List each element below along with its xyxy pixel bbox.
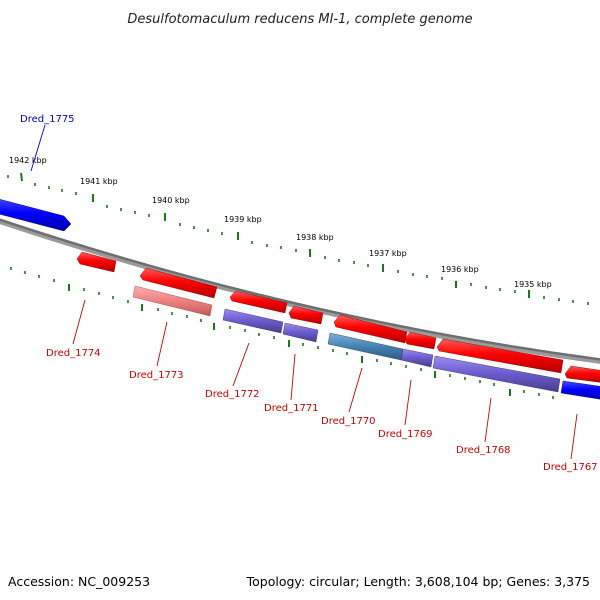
cog-bar	[432, 355, 561, 393]
leader-line	[72, 299, 86, 345]
gene-dred-1767-feature[interactable]	[564, 365, 600, 383]
gene-label[interactable]: Dred_1775	[20, 114, 75, 125]
outer-tick-ring	[7, 172, 589, 305]
reverse-cds-track	[76, 251, 600, 383]
cog-bar	[560, 380, 600, 400]
gene-label[interactable]: Dred_1770	[321, 416, 376, 427]
accession-text: Accession: NC_009253	[8, 574, 150, 589]
gene-labels: Dred_1775 Dred_1774 Dred_1773 Dred_1772 …	[20, 114, 598, 473]
label-leaders	[30, 124, 578, 460]
scale-label: 1942 kbp	[9, 156, 47, 165]
backbone-shadow	[0, 219, 600, 364]
map-title: Desulfotomaculum reducens MI-1, complete…	[127, 12, 472, 27]
gene-dred-1775-feature[interactable]	[0, 198, 72, 232]
leader-line	[156, 321, 168, 367]
leader-line	[570, 413, 578, 460]
gene-label[interactable]: Dred_1773	[129, 370, 184, 381]
scale-label: 1940 kbp	[152, 196, 190, 205]
cog-bar	[282, 322, 319, 343]
scale-label: 1938 kbp	[296, 233, 334, 242]
cog-bar	[132, 285, 213, 317]
gene-label[interactable]: Dred_1771	[264, 403, 319, 414]
gene-label[interactable]: Dred_1768	[456, 445, 511, 456]
gene-dred-1768-feature[interactable]	[436, 338, 564, 374]
gene-label[interactable]: Dred_1772	[205, 389, 260, 400]
leader-line	[290, 353, 296, 401]
cog-track	[132, 285, 600, 400]
backbone	[0, 218, 600, 361]
leader-line	[232, 342, 250, 387]
gene-dred-1772-feature[interactable]	[229, 290, 288, 314]
scale-labels: 1942 kbp 1941 kbp 1940 kbp 1939 kbp 1938…	[9, 156, 552, 289]
gene-label[interactable]: Dred_1767	[543, 462, 598, 473]
scale-label: 1941 kbp	[80, 177, 118, 186]
leader-line	[404, 379, 412, 426]
gene-dred-1771-feature[interactable]	[288, 305, 324, 325]
inner-tick-ring	[10, 267, 554, 399]
cog-bar	[222, 308, 284, 334]
genome-summary-text: Topology: circular; Length: 3,608,104 bp…	[246, 574, 590, 589]
scale-label: 1935 kbp	[514, 280, 552, 289]
gene-dred-1773-feature[interactable]	[139, 267, 218, 299]
scale-label: 1936 kbp	[441, 265, 479, 274]
gene-dred-1769-feature[interactable]	[404, 331, 437, 350]
leader-line	[30, 124, 46, 172]
gene-label[interactable]: Dred_1774	[46, 348, 101, 359]
gene-dred-1774-feature[interactable]	[76, 251, 117, 273]
leader-line	[484, 397, 492, 443]
scale-label: 1939 kbp	[224, 215, 262, 224]
cog-bar	[400, 348, 434, 368]
gene-label[interactable]: Dred_1769	[378, 429, 433, 440]
scale-label: 1937 kbp	[369, 249, 407, 258]
leader-line	[348, 367, 363, 413]
